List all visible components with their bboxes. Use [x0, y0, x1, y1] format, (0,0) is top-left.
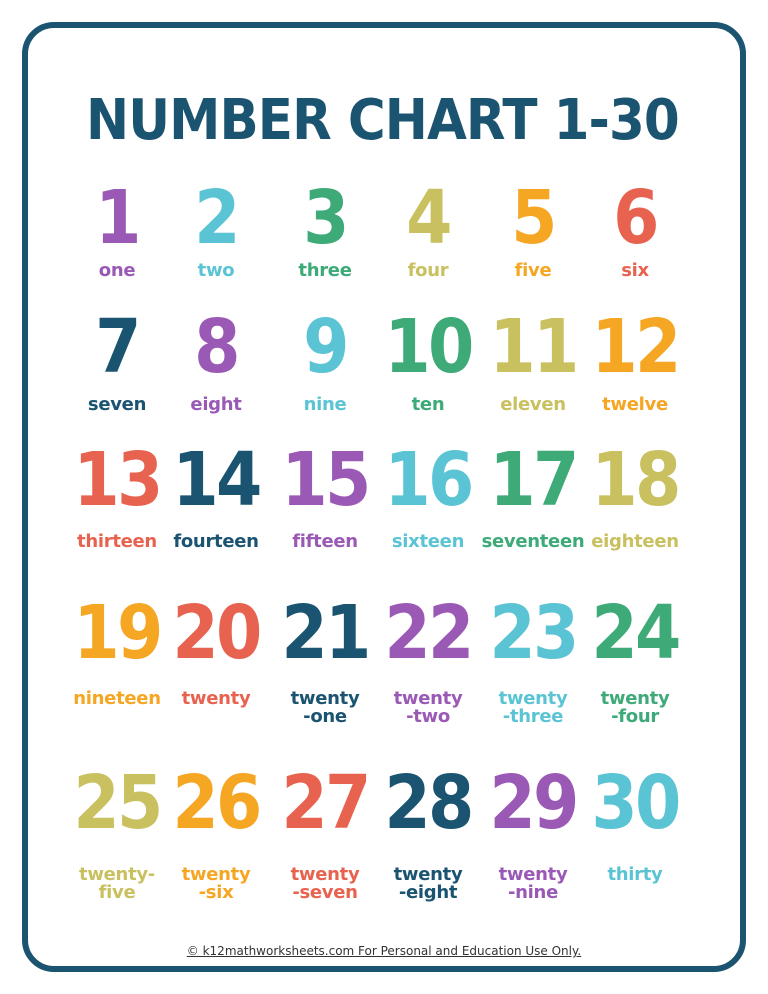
- number-10: 10: [384, 304, 474, 390]
- number-word-10: ten: [411, 394, 445, 415]
- number-27: 27: [281, 760, 371, 846]
- number-word-1: one: [98, 260, 136, 281]
- number-22: 22: [384, 590, 474, 676]
- number-word-11: eleven: [500, 394, 566, 415]
- number-9: 9: [303, 304, 349, 390]
- number-word-5: five: [514, 260, 552, 281]
- number-word-23: twenty -three: [498, 688, 568, 727]
- number-5: 5: [511, 175, 557, 261]
- number-word-2: two: [197, 260, 235, 281]
- number-word-24: twenty -four: [600, 688, 670, 727]
- number-word-20: twenty: [181, 688, 251, 709]
- number-15: 15: [281, 437, 371, 523]
- number-4: 4: [406, 175, 452, 261]
- number-17: 17: [489, 437, 579, 523]
- number-8: 8: [194, 304, 240, 390]
- number-30: 30: [591, 760, 681, 846]
- number-word-12: twelve: [602, 394, 668, 415]
- number-word-3: three: [298, 260, 352, 281]
- number-11: 11: [489, 304, 579, 390]
- number-word-17: seventeen: [481, 531, 585, 552]
- footer-copyright: © k12mathworksheets.com For Personal and…: [186, 944, 582, 958]
- number-word-29: twenty -nine: [498, 864, 568, 903]
- number-13: 13: [73, 437, 163, 523]
- number-2: 2: [194, 175, 240, 261]
- number-21: 21: [281, 590, 371, 676]
- number-word-22: twenty -two: [393, 688, 463, 727]
- number-16: 16: [384, 437, 474, 523]
- number-19: 19: [73, 590, 163, 676]
- number-1: 1: [95, 175, 141, 261]
- chart-card: NUMBER CHART 1-30 © k12mathworksheets.co…: [22, 22, 746, 972]
- number-word-4: four: [407, 260, 449, 281]
- number-word-14: fourteen: [173, 531, 259, 552]
- number-6: 6: [613, 175, 659, 261]
- number-word-9: nine: [303, 394, 347, 415]
- number-word-25: twenty- five: [79, 864, 155, 903]
- number-word-30: thirty: [607, 864, 663, 885]
- number-29: 29: [489, 760, 579, 846]
- number-28: 28: [384, 760, 474, 846]
- number-7: 7: [95, 304, 141, 390]
- number-word-28: twenty -eight: [393, 864, 463, 903]
- number-24: 24: [591, 590, 681, 676]
- number-word-16: sixteen: [391, 531, 465, 552]
- number-25: 25: [73, 760, 163, 846]
- number-26: 26: [172, 760, 262, 846]
- number-20: 20: [172, 590, 262, 676]
- number-18: 18: [591, 437, 681, 523]
- number-word-13: thirteen: [77, 531, 157, 552]
- number-word-7: seven: [87, 394, 147, 415]
- number-word-15: fifteen: [292, 531, 358, 552]
- number-word-8: eight: [190, 394, 242, 415]
- number-word-6: six: [621, 260, 649, 281]
- number-word-27: twenty -seven: [290, 864, 360, 903]
- number-14: 14: [172, 437, 262, 523]
- number-word-18: eighteen: [591, 531, 679, 552]
- number-word-19: nineteen: [73, 688, 161, 709]
- number-word-26: twenty -six: [181, 864, 251, 903]
- number-word-21: twenty -one: [290, 688, 360, 727]
- page-title: NUMBER CHART 1-30: [86, 88, 680, 153]
- number-23: 23: [489, 590, 579, 676]
- number-12: 12: [591, 304, 681, 390]
- number-3: 3: [303, 175, 349, 261]
